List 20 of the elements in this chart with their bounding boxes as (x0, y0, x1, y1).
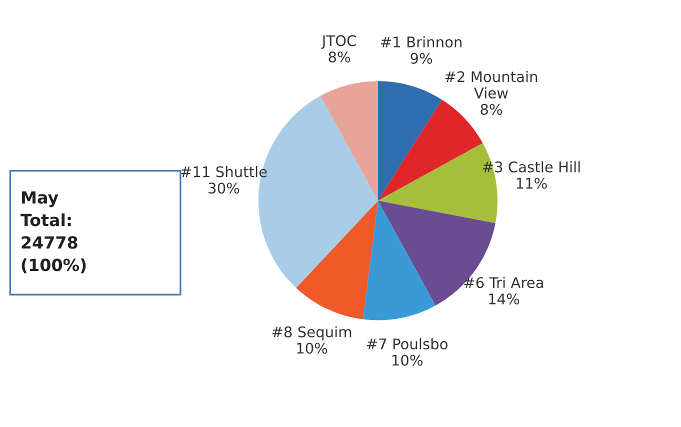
slice-label: #1 Brinnon (381, 36, 462, 48)
slice-label: #2 Mountain View (445, 70, 538, 99)
data-label: 11% (516, 178, 547, 189)
pie-slice (378, 81, 442, 201)
data-label: 30% (208, 182, 240, 194)
slice-label: #11 Shuttle (181, 166, 267, 178)
slice-label: JTOC (321, 35, 356, 49)
data-label: 9% (410, 52, 432, 64)
slice-label: #7 Poulsbo (367, 338, 448, 350)
data-label: 10% (392, 354, 422, 366)
data-label: 14% (489, 293, 520, 304)
slice-label: #8 Sequim (272, 326, 352, 340)
pie-slice (362, 200, 436, 320)
data-label: 8% (480, 104, 502, 115)
pie-slice (296, 200, 378, 320)
data-label: 10% (297, 342, 328, 354)
text: May Total: 24778 (100%) (20, 191, 86, 274)
pie-slice (320, 81, 378, 201)
slice-label: #6 Tri Area (464, 276, 543, 288)
data-label: 8% (328, 52, 350, 63)
